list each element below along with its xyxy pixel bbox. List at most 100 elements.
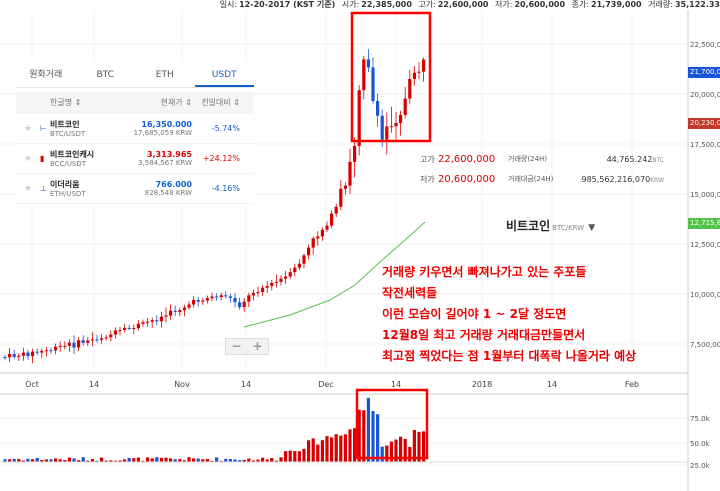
- low-label: 저가:: [495, 0, 513, 9]
- tab-btc[interactable]: BTC: [96, 70, 114, 80]
- candle-body: [316, 236, 320, 239]
- volume-bar: [242, 459, 246, 462]
- candle-body: [325, 225, 329, 230]
- volume-bar: [44, 459, 48, 462]
- candle-body: [67, 342, 71, 346]
- volume-bar: [17, 459, 21, 462]
- volume-bar: [270, 457, 274, 462]
- candle-body: [146, 321, 150, 323]
- candle-body: [422, 59, 426, 72]
- header-name[interactable]: 한글명 ⇕: [50, 98, 82, 107]
- candle-body: [132, 327, 136, 329]
- volume-bar: [54, 458, 58, 462]
- coin-krw: 17,685,059 KRW: [133, 129, 192, 137]
- candle-body: [109, 334, 113, 338]
- price-axis-label: 20,000,000: [690, 91, 720, 99]
- star-icon[interactable]: ★: [23, 183, 33, 194]
- volume-bar: [3, 459, 7, 462]
- candle-body: [8, 354, 12, 358]
- candle-body: [77, 340, 81, 348]
- volume-bar: [146, 457, 150, 462]
- market-row-btc[interactable]: ★ ⊢ 비트코인 BTC/USDT 16,350.000 17,685,059 KR…: [16, 114, 254, 144]
- header-price[interactable]: 현재가 ⇕: [160, 98, 192, 107]
- coin-selector[interactable]: 비트코인 BTC/KRW ▼: [506, 217, 595, 234]
- volume-bar: [343, 434, 347, 462]
- candle-body: [307, 247, 311, 256]
- candle-body: [219, 295, 223, 298]
- close-label: 종가:: [571, 0, 590, 9]
- daily-stats: 고가 22,600,000 거래량(24H) 44,765.242BTC 저가 …: [420, 149, 670, 189]
- market-row-bcc[interactable]: ★ ▮ 비트코인캐시 BCC/USDT 3,313.965 3,584,567 KR…: [16, 144, 254, 174]
- volume-bar: [123, 459, 127, 462]
- volume-bar: [265, 459, 269, 462]
- volume-bar: [187, 457, 191, 462]
- candle-body: [330, 213, 334, 226]
- candle-body: [187, 304, 191, 308]
- coin-selector-pair: BTC/KRW: [552, 224, 585, 232]
- candle-body: [233, 297, 237, 303]
- candle-body: [155, 320, 159, 322]
- coin-pair: BCC/USDT: [50, 160, 87, 168]
- coin-krw: 3,584,567 KRW: [138, 159, 192, 167]
- candle-body: [196, 299, 200, 302]
- zoom-out-button[interactable]: −: [231, 339, 242, 353]
- candle-body: [311, 238, 315, 248]
- time-axis-label: 14: [89, 380, 99, 389]
- volume-bar: [104, 460, 108, 462]
- price-axis-label: 22,500,000: [690, 41, 720, 49]
- candle-body: [90, 339, 94, 341]
- coin-price: 3,313.965: [146, 150, 192, 159]
- ma-long-price-tag: 12,715,880: [688, 218, 720, 229]
- current-price-tag: 21,700,000: [688, 67, 720, 78]
- volume-bar: [316, 444, 320, 462]
- candle-body: [302, 255, 306, 264]
- candle-body: [238, 302, 242, 308]
- candle-body: [35, 351, 39, 353]
- star-icon[interactable]: ★: [23, 123, 33, 134]
- annotation-line: 작전세력들: [382, 286, 438, 300]
- candle-body: [376, 101, 380, 116]
- annotation-line: 최고점 찍었다는 점 1월부터 대폭락 나올거라 예상: [382, 349, 637, 363]
- volume-bar: [274, 460, 278, 462]
- candle-body: [348, 161, 352, 186]
- candle-body: [334, 206, 338, 214]
- candle-body: [192, 299, 196, 305]
- candle-body: [288, 272, 292, 277]
- market-table-header: 한글명 ⇕ 현재가 ⇕ 전일대비 ⇕: [16, 92, 254, 114]
- tab-usdt[interactable]: USDT: [194, 62, 254, 87]
- candle-body: [320, 229, 324, 237]
- candle-body: [270, 282, 274, 286]
- chevron-down-icon: ▼: [588, 223, 596, 233]
- tab-krw[interactable]: 원화거래: [29, 70, 63, 80]
- candle-body: [49, 350, 53, 352]
- volume-bar: [376, 414, 380, 462]
- volume-bar: [67, 457, 71, 462]
- market-row-eth[interactable]: ★ ⊥ 이더리움 ETH/USDT 766.000 828,548 KRW -4.1…: [16, 174, 254, 204]
- time-axis-label: Nov: [174, 380, 190, 389]
- header-change[interactable]: 전일대비 ⇕: [201, 98, 240, 107]
- volume-bar: [150, 458, 154, 462]
- volume-bar: [288, 450, 292, 462]
- stats-amount24-value: 985,562,216,070: [581, 174, 651, 184]
- candle-body: [44, 350, 48, 352]
- price-axis-label: 15,000,000: [690, 191, 720, 199]
- volume-bar: [247, 458, 251, 462]
- candle-body: [228, 296, 232, 298]
- star-icon[interactable]: ★: [23, 153, 33, 164]
- candle-body: [17, 355, 21, 357]
- volume-bar: [35, 457, 39, 462]
- coin-name: 비트코인캐시: [50, 150, 95, 159]
- tab-eth[interactable]: ETH: [155, 70, 174, 80]
- volume-bar: [164, 457, 168, 462]
- time-axis-label: Dec: [318, 380, 333, 389]
- coin-price: 16,350.000: [141, 120, 192, 129]
- volume-bar: [224, 458, 228, 462]
- candle-body: [403, 98, 407, 115]
- volume-bar: [385, 445, 389, 462]
- zoom-in-button[interactable]: +: [252, 339, 263, 353]
- time-axis-label: 14: [391, 380, 401, 389]
- candle-body: [40, 350, 44, 353]
- candle-body: [118, 330, 122, 332]
- volume-bar: [141, 460, 145, 462]
- highlight-box-volume: [355, 388, 429, 460]
